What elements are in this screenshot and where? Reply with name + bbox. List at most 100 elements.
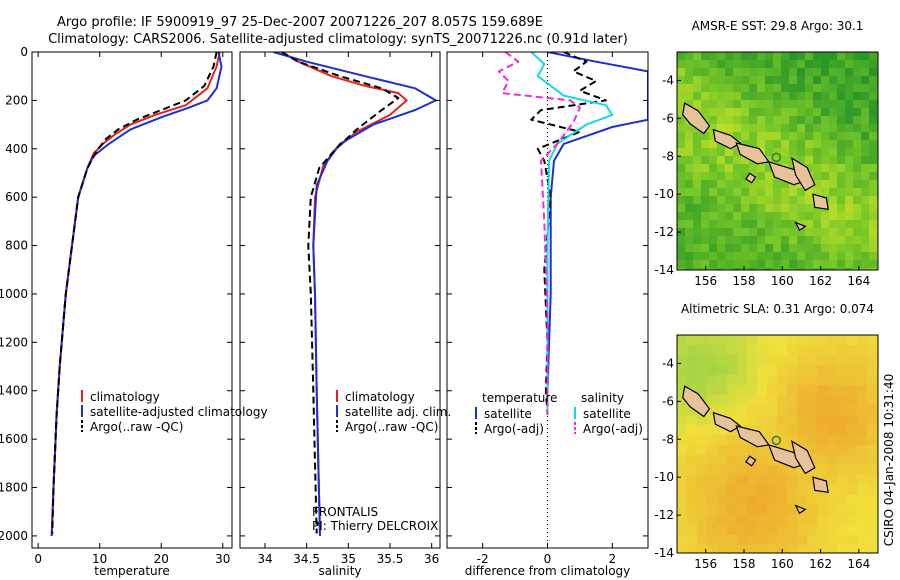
x-tick-label: 36	[424, 552, 439, 566]
island-shape	[745, 172, 757, 184]
series-line-1-3	[51, 52, 218, 534]
x-tick-label: 160	[771, 274, 794, 288]
legend-label: climatology	[345, 390, 415, 404]
island-shape	[791, 156, 816, 192]
island-shape	[767, 443, 807, 469]
x-tick-label: 30	[215, 552, 230, 566]
y-tick-label: -14	[654, 263, 674, 277]
header-title-line1: Argo profile: IF 5900919_97 25-Dec-2007 …	[57, 15, 543, 30]
map-panel-2	[676, 334, 879, 554]
series-line-3-4	[497, 52, 581, 415]
x-tick-label: 34.5	[293, 552, 320, 566]
legend-heading: temperature	[482, 391, 557, 405]
island-shape	[682, 385, 711, 418]
legend-label: climatology	[90, 390, 160, 404]
profile-panel-3	[446, 51, 649, 549]
x-tick-label: 34	[257, 552, 272, 566]
series-line-3-1	[546, 52, 648, 415]
x-tick-label: 35	[341, 552, 356, 566]
island-shape	[735, 142, 770, 165]
y-tick-label: 200	[5, 93, 28, 107]
plot-frame	[31, 51, 233, 549]
y-tick-label: 1200	[0, 335, 28, 349]
series-line-2-3	[281, 52, 400, 534]
x-axis-label: salinity	[318, 564, 361, 578]
island-shape	[735, 425, 770, 448]
y-tick-label: 1800	[0, 481, 28, 495]
x-axis-label: difference from climatology	[465, 564, 631, 578]
annotation-text: FRONTALIS	[312, 505, 378, 519]
x-tick-label: 158	[733, 274, 756, 288]
x-tick-label: 158	[733, 557, 756, 571]
profile-panel-1	[31, 51, 233, 549]
series-line-3-3	[530, 52, 614, 415]
x-tick-label: 164	[847, 274, 870, 288]
legend-label: satellite-adjusted climatology	[90, 405, 268, 419]
y-tick-label: 400	[5, 142, 28, 156]
header-title-line2: Climatology: CARS2006. Satellite-adjuste…	[48, 32, 628, 47]
y-tick-label: -12	[654, 508, 674, 522]
x-tick-label: 162	[809, 557, 832, 571]
map-frame	[676, 51, 879, 271]
float-position-marker	[771, 152, 782, 163]
island-shape	[794, 221, 807, 232]
map-frame	[676, 334, 879, 554]
y-tick-label: 1600	[0, 432, 28, 446]
x-tick-label: 162	[809, 274, 832, 288]
legend-label: satellite	[583, 407, 631, 421]
float-position-marker	[771, 435, 782, 446]
x-tick-label: 0	[34, 552, 42, 566]
y-tick-label: 1000	[0, 287, 28, 301]
island-shape	[794, 504, 807, 515]
map-title: Altimetric SLA: 0.31 Argo: 0.074	[681, 302, 874, 316]
series-line-1-2	[50, 52, 223, 536]
island-shape	[791, 439, 816, 475]
legend-label: satellite	[484, 407, 532, 421]
y-tick-label: -12	[654, 225, 674, 239]
series-line-1-1	[50, 52, 221, 536]
y-tick-label: -14	[654, 546, 674, 560]
x-tick-label: 164	[847, 557, 870, 571]
legend-label: Argo(-adj)	[583, 422, 643, 436]
x-tick-label: 2	[609, 552, 617, 566]
side-timestamp: CSIRO 04-Jan-2008 10:31:40	[882, 374, 896, 546]
legend-label: Argo(..raw -QC)	[345, 420, 438, 434]
x-tick-label: 35.5	[377, 552, 404, 566]
y-tick-label: 1400	[0, 384, 28, 398]
series-line-2-1	[281, 52, 408, 536]
x-tick-label: 0	[544, 552, 552, 566]
island-shape	[812, 476, 829, 494]
legend-label: satellite adj. clim.	[345, 405, 451, 419]
x-tick-label: 10	[92, 552, 107, 566]
y-tick-label: -8	[662, 432, 674, 446]
island-shape	[682, 102, 711, 135]
y-tick-label: -4	[662, 73, 674, 87]
y-tick-label: 0	[20, 45, 28, 59]
y-tick-label: -6	[662, 111, 674, 125]
annotation-text: PI: Thierry DELCROIX	[312, 519, 438, 533]
x-axis-label: temperature	[94, 564, 169, 578]
y-tick-label: -4	[662, 356, 674, 370]
x-tick-label: 160	[771, 557, 794, 571]
y-tick-label: -8	[662, 149, 674, 163]
series-line-2-2	[273, 52, 437, 536]
island-shape	[712, 411, 742, 433]
legend-label: Argo(..raw -QC)	[90, 420, 183, 434]
profile-panel-2	[239, 51, 441, 549]
plot-frame	[239, 51, 441, 549]
x-tick-label: -2	[477, 552, 489, 566]
island-shape	[812, 193, 829, 211]
legend-heading: salinity	[581, 391, 624, 405]
x-tick-label: 20	[154, 552, 169, 566]
y-tick-label: 600	[5, 190, 28, 204]
island-shape	[712, 128, 742, 150]
heatmap-cells	[677, 52, 878, 270]
y-tick-label: -6	[662, 394, 674, 408]
heatmap-cells	[677, 335, 878, 553]
series-line-3-2	[530, 52, 607, 415]
map-panel-1	[676, 51, 879, 271]
y-tick-label: -10	[654, 470, 674, 484]
island-shape	[767, 160, 807, 186]
legend-label: Argo(-adj)	[484, 422, 544, 436]
